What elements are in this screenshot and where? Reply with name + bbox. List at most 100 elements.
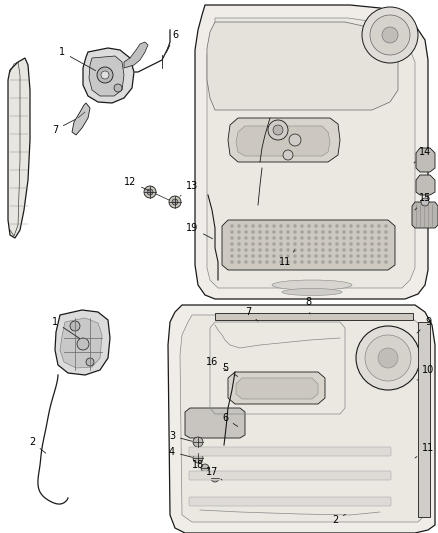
Circle shape	[272, 254, 276, 258]
Circle shape	[265, 248, 269, 252]
Circle shape	[265, 236, 269, 240]
Circle shape	[237, 230, 241, 234]
Text: 11: 11	[279, 250, 295, 267]
Circle shape	[370, 15, 410, 55]
Circle shape	[370, 260, 374, 264]
Polygon shape	[195, 5, 428, 299]
Circle shape	[342, 260, 346, 264]
Circle shape	[258, 230, 262, 234]
Circle shape	[328, 260, 332, 264]
Circle shape	[370, 230, 374, 234]
Circle shape	[356, 248, 360, 252]
Polygon shape	[412, 202, 438, 228]
Circle shape	[342, 236, 346, 240]
Circle shape	[377, 242, 381, 246]
Circle shape	[328, 236, 332, 240]
Circle shape	[172, 199, 178, 205]
Circle shape	[86, 358, 94, 366]
Circle shape	[251, 254, 255, 258]
Text: 7: 7	[52, 119, 75, 135]
Text: 16: 16	[206, 357, 228, 370]
Circle shape	[258, 248, 262, 252]
Text: 6: 6	[166, 30, 178, 53]
Circle shape	[230, 254, 234, 258]
Circle shape	[370, 242, 374, 246]
Circle shape	[314, 248, 318, 252]
Circle shape	[265, 242, 269, 246]
Circle shape	[335, 230, 339, 234]
Circle shape	[342, 224, 346, 228]
Circle shape	[265, 254, 269, 258]
Polygon shape	[228, 372, 325, 404]
Circle shape	[356, 224, 360, 228]
Polygon shape	[60, 318, 102, 368]
Circle shape	[70, 321, 80, 331]
Circle shape	[356, 260, 360, 264]
Circle shape	[273, 125, 283, 135]
Circle shape	[251, 230, 255, 234]
Text: 15: 15	[415, 193, 431, 210]
Circle shape	[300, 236, 304, 240]
Polygon shape	[83, 48, 134, 103]
Circle shape	[230, 230, 234, 234]
Circle shape	[293, 224, 297, 228]
Circle shape	[279, 248, 283, 252]
Circle shape	[377, 224, 381, 228]
Circle shape	[144, 186, 156, 198]
Circle shape	[300, 260, 304, 264]
Circle shape	[286, 248, 290, 252]
Polygon shape	[8, 58, 30, 238]
Circle shape	[265, 224, 269, 228]
Text: 9: 9	[417, 317, 431, 333]
Circle shape	[321, 254, 325, 258]
Circle shape	[147, 189, 153, 195]
Circle shape	[363, 248, 367, 252]
Circle shape	[293, 254, 297, 258]
Text: 10: 10	[417, 365, 434, 380]
Ellipse shape	[272, 280, 352, 290]
Circle shape	[293, 230, 297, 234]
Circle shape	[193, 453, 203, 463]
Circle shape	[286, 254, 290, 258]
Circle shape	[272, 248, 276, 252]
Circle shape	[342, 230, 346, 234]
Polygon shape	[236, 126, 330, 156]
Circle shape	[272, 230, 276, 234]
Text: 3: 3	[169, 431, 192, 441]
Circle shape	[237, 254, 241, 258]
Circle shape	[349, 224, 353, 228]
Circle shape	[286, 230, 290, 234]
Circle shape	[342, 242, 346, 246]
Circle shape	[258, 254, 262, 258]
Text: 18: 18	[192, 460, 210, 472]
Circle shape	[300, 230, 304, 234]
Circle shape	[378, 348, 398, 368]
Circle shape	[321, 242, 325, 246]
Circle shape	[293, 242, 297, 246]
Circle shape	[328, 230, 332, 234]
Circle shape	[283, 150, 293, 160]
Circle shape	[314, 224, 318, 228]
Polygon shape	[228, 118, 340, 162]
Circle shape	[377, 260, 381, 264]
Circle shape	[258, 236, 262, 240]
Circle shape	[258, 224, 262, 228]
FancyBboxPatch shape	[215, 313, 413, 320]
Circle shape	[237, 224, 241, 228]
Circle shape	[307, 260, 311, 264]
Circle shape	[349, 242, 353, 246]
Circle shape	[349, 248, 353, 252]
Circle shape	[363, 224, 367, 228]
Ellipse shape	[282, 288, 342, 295]
Circle shape	[237, 248, 241, 252]
Circle shape	[335, 248, 339, 252]
Circle shape	[377, 254, 381, 258]
Circle shape	[244, 224, 248, 228]
Text: 17: 17	[206, 467, 222, 480]
Circle shape	[251, 248, 255, 252]
Circle shape	[335, 236, 339, 240]
Circle shape	[328, 248, 332, 252]
Circle shape	[328, 242, 332, 246]
Circle shape	[314, 230, 318, 234]
Circle shape	[251, 236, 255, 240]
